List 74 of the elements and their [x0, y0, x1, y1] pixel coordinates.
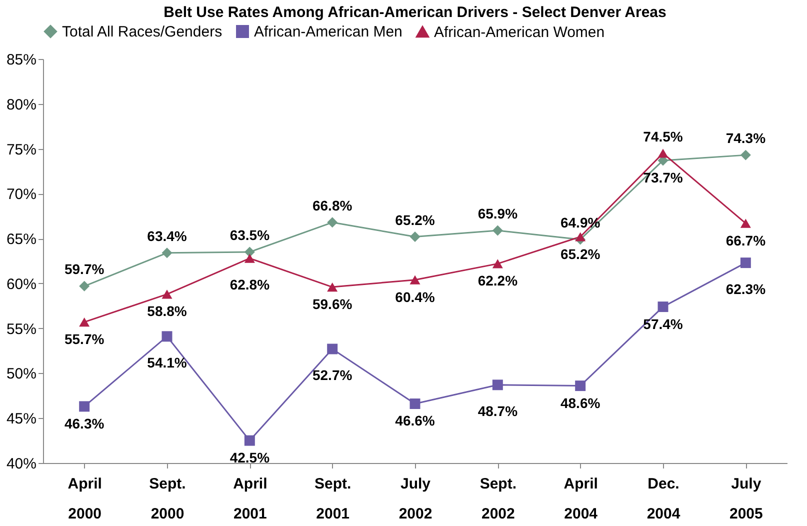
- data-label: 66.7%: [726, 232, 766, 248]
- data-label: 62.2%: [478, 272, 518, 289]
- data-label: 48.7%: [478, 402, 518, 419]
- point: [575, 232, 586, 242]
- y-tick-label: 40%: [6, 456, 36, 472]
- data-label: 59.7%: [64, 261, 105, 278]
- data-label: 66.8%: [312, 197, 353, 214]
- x-tick-label: April 2004: [564, 476, 598, 522]
- data-label: 63.5%: [230, 227, 270, 244]
- y-tick-label: 65%: [6, 231, 36, 248]
- data-label: 65.2%: [395, 212, 436, 228]
- point: [658, 302, 668, 312]
- data-label: 65.9%: [478, 205, 518, 222]
- point: [327, 344, 338, 354]
- point: [244, 254, 255, 263]
- point: [327, 282, 338, 292]
- data-label: 59.6%: [312, 296, 353, 312]
- data-label: 58.8%: [147, 303, 188, 320]
- point: [162, 290, 172, 299]
- point: [244, 246, 255, 258]
- y-tick-label: 50%: [6, 366, 36, 383]
- point: [658, 148, 668, 158]
- x-tick-label: Sept. 2001: [314, 476, 352, 522]
- data-label: 63.4%: [147, 228, 188, 244]
- legend-label: Total All Races/Genders: [62, 24, 222, 41]
- x-tick-label: Dec. 2004: [646, 476, 681, 522]
- point: [492, 380, 503, 390]
- x-tick-label: July 2005: [729, 476, 763, 522]
- point: [410, 275, 420, 284]
- x-tick-label: April 2000: [68, 476, 102, 522]
- point: [79, 401, 90, 412]
- data-label: 57.4%: [643, 316, 684, 332]
- y-tick-label: 85%: [6, 52, 36, 68]
- data-label: 65.2%: [560, 246, 601, 262]
- point: [79, 318, 90, 327]
- data-label: 62.3%: [726, 280, 766, 297]
- point: [162, 331, 172, 342]
- y-tick-label: 80%: [6, 96, 36, 114]
- data-label: 46.6%: [395, 412, 436, 429]
- point: [410, 398, 420, 409]
- point: [162, 248, 172, 258]
- y-tick-label: 75%: [6, 141, 36, 158]
- point: [740, 218, 751, 228]
- point: [740, 258, 751, 268]
- point: [244, 435, 255, 446]
- point: [492, 225, 503, 236]
- data-label: 62.8%: [230, 276, 270, 292]
- legend-label: African-American Women: [434, 24, 605, 41]
- data-label: 52.7%: [312, 366, 353, 383]
- point: [575, 380, 586, 392]
- data-label: 42.5%: [230, 450, 270, 466]
- data-label: 48.6%: [560, 394, 601, 411]
- x-tick-label: April 2001: [233, 476, 268, 522]
- y-tick-label: 60%: [6, 276, 36, 293]
- data-label: 60.4%: [395, 288, 436, 305]
- legend-label: African-American Men: [254, 24, 402, 41]
- x-tick-label: Sept. 2000: [149, 476, 186, 522]
- x-tick-label: Sept. 2002: [480, 476, 517, 522]
- y-tick-label: 70%: [6, 186, 36, 204]
- point: [492, 259, 503, 268]
- point: [740, 150, 751, 160]
- y-tick-label: 55%: [6, 320, 36, 338]
- point: [410, 232, 420, 242]
- chart-title: Belt Use Rates Among African-American Drivers - Select Denver Areas: [164, 4, 666, 21]
- data-label: 54.1%: [147, 354, 188, 370]
- x-tick-label: July 2002: [398, 476, 432, 522]
- data-label: 55.7%: [64, 331, 105, 348]
- data-label: 74.5%: [643, 128, 684, 144]
- data-label: 46.3%: [64, 415, 105, 432]
- y-tick-label: 45%: [6, 410, 36, 428]
- data-label: 73.7%: [643, 169, 684, 186]
- data-label: 74.3%: [726, 130, 766, 146]
- point: [327, 217, 338, 228]
- point: [79, 280, 90, 292]
